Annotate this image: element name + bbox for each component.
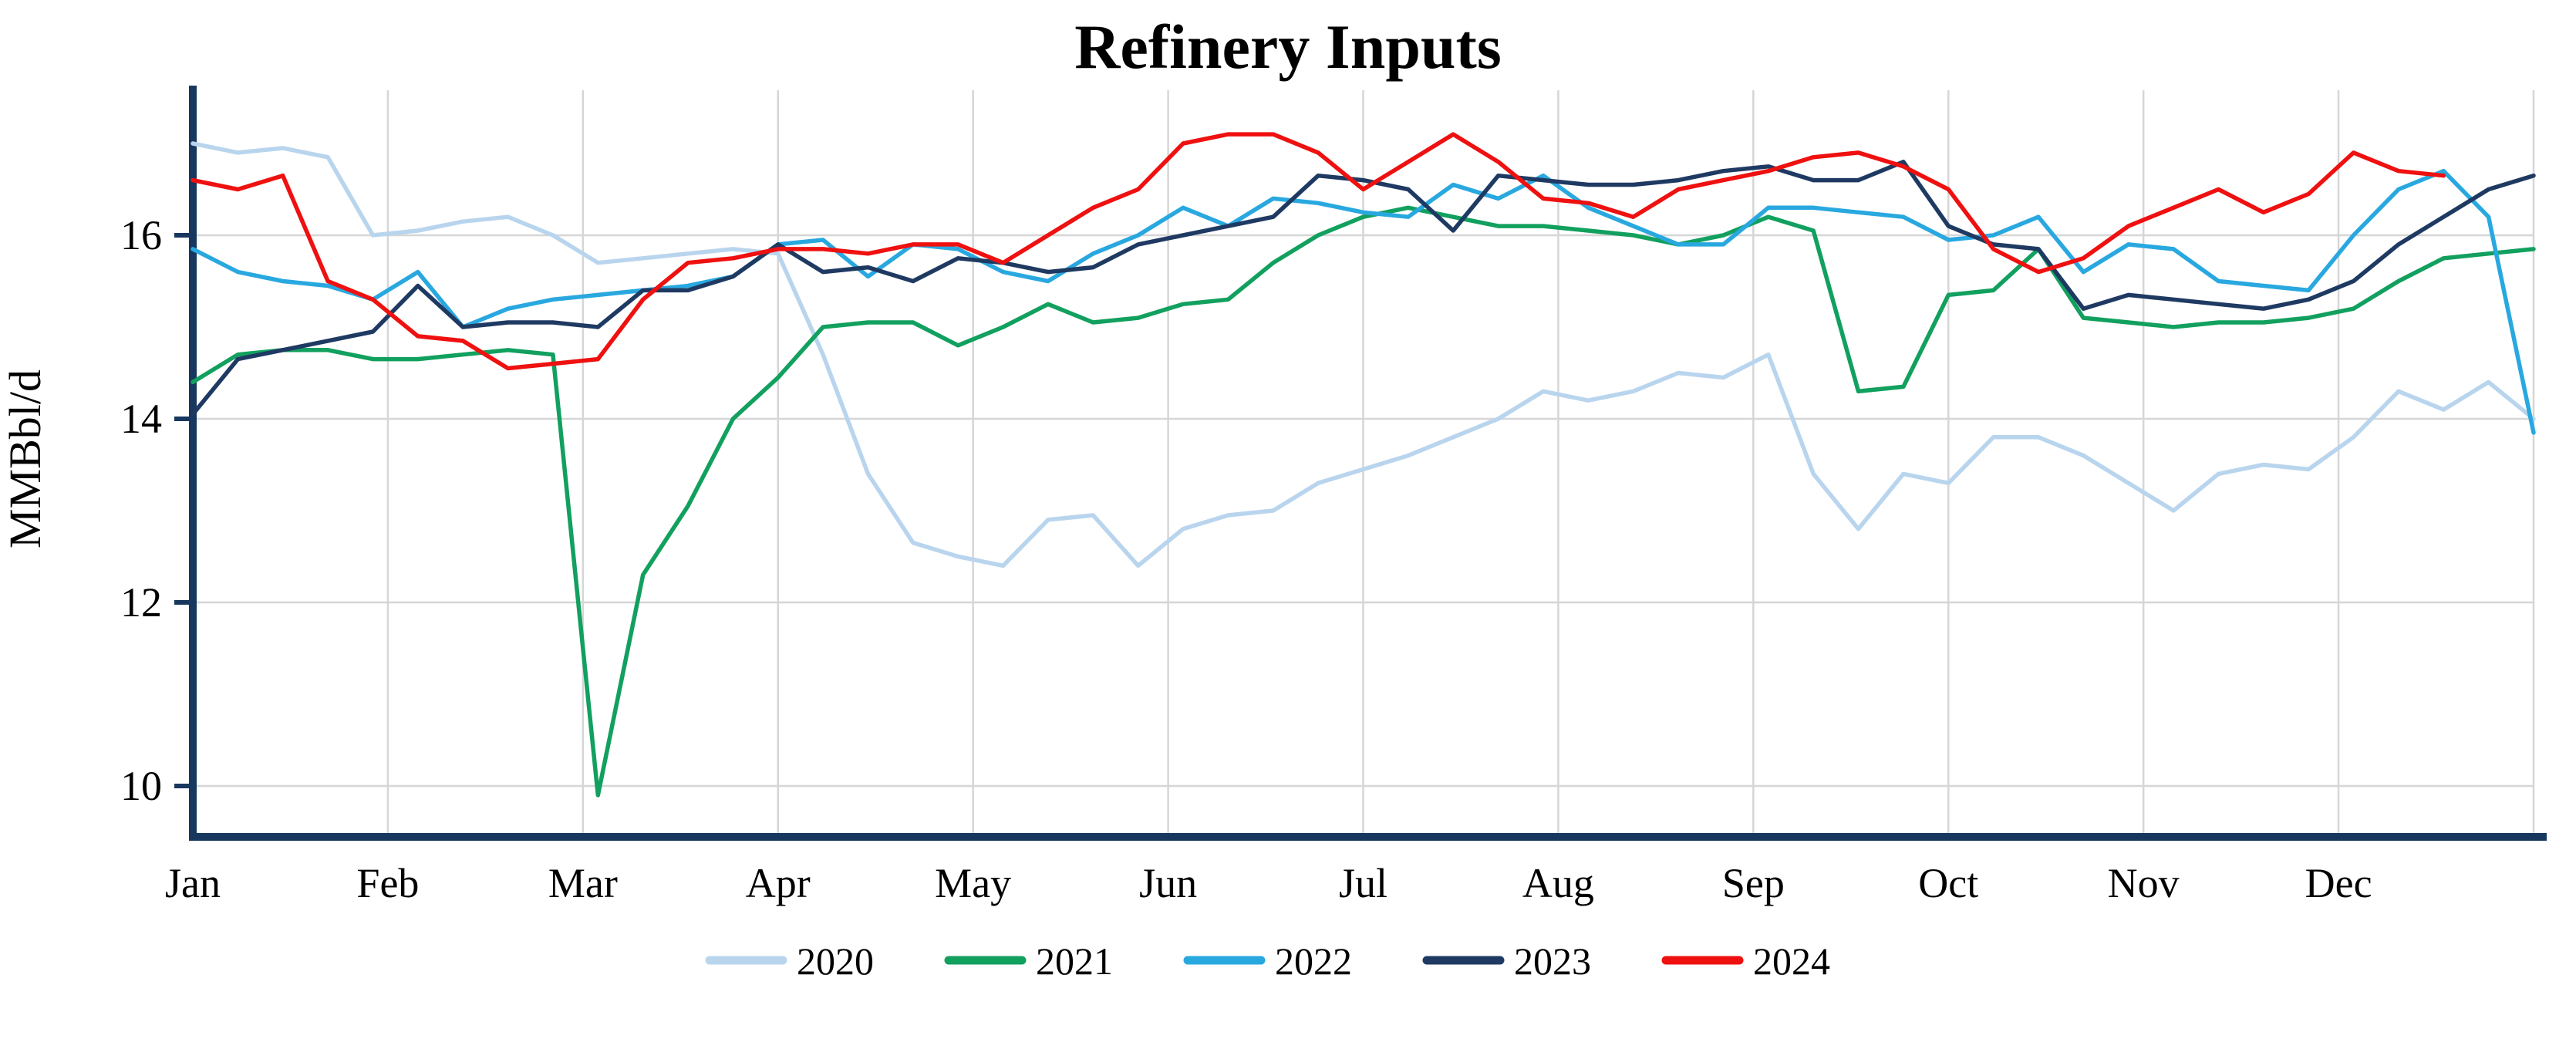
legend-label: 2021: [1036, 939, 1113, 983]
y-tick-label: 16: [120, 212, 162, 258]
series-line-2021: [191, 205, 2536, 798]
series-line-2020: [191, 141, 2536, 568]
legend-label: 2022: [1275, 939, 1352, 983]
x-tick-label: Feb: [356, 860, 419, 906]
y-tick-label: 14: [120, 396, 162, 442]
x-tick-label: Jun: [1139, 860, 1197, 906]
y-tick-labels: 10 12 14 16: [120, 212, 162, 809]
legend: 2020 2021 2022 2023 2024: [705, 939, 1830, 983]
x-tick-label: Aug: [1522, 860, 1594, 906]
x-tick-label: Jan: [165, 860, 221, 906]
x-tick-label: Nov: [2108, 860, 2180, 906]
chart-title: Refinery Inputs: [1074, 12, 1502, 82]
legend-item-2020: 2020: [705, 939, 874, 983]
legend-item-2021: 2021: [944, 939, 1113, 983]
series-lines: [191, 132, 2536, 798]
x-tick-label: Sep: [1722, 860, 1785, 906]
x-tick-label: May: [935, 860, 1011, 906]
series-line-2022: [191, 168, 2536, 435]
x-tick-label: Jul: [1339, 860, 1387, 906]
y-tick-label: 10: [120, 763, 162, 809]
y-tick-label: 12: [120, 579, 162, 626]
x-tick-label: Mar: [548, 860, 618, 906]
series-line-2023: [191, 160, 2536, 417]
x-tick-label: Oct: [1918, 860, 1978, 906]
x-tick-label: Apr: [746, 860, 811, 906]
legend-label: 2024: [1753, 939, 1830, 983]
legend-item-2022: 2022: [1183, 939, 1352, 983]
x-tick-label: Dec: [2305, 860, 2372, 906]
legend-item-2024: 2024: [1661, 939, 1830, 983]
legend-label: 2023: [1514, 939, 1591, 983]
axes: [174, 86, 2547, 841]
series-line-2024: [191, 132, 2446, 371]
legend-item-2023: 2023: [1422, 939, 1591, 983]
x-tick-labels: Jan Feb Mar Apr May Jun Jul Aug Sep Oct Nov Dec: [165, 860, 2372, 906]
legend-label: 2020: [797, 939, 874, 983]
y-axis-label: MMBbl/d: [0, 369, 50, 548]
